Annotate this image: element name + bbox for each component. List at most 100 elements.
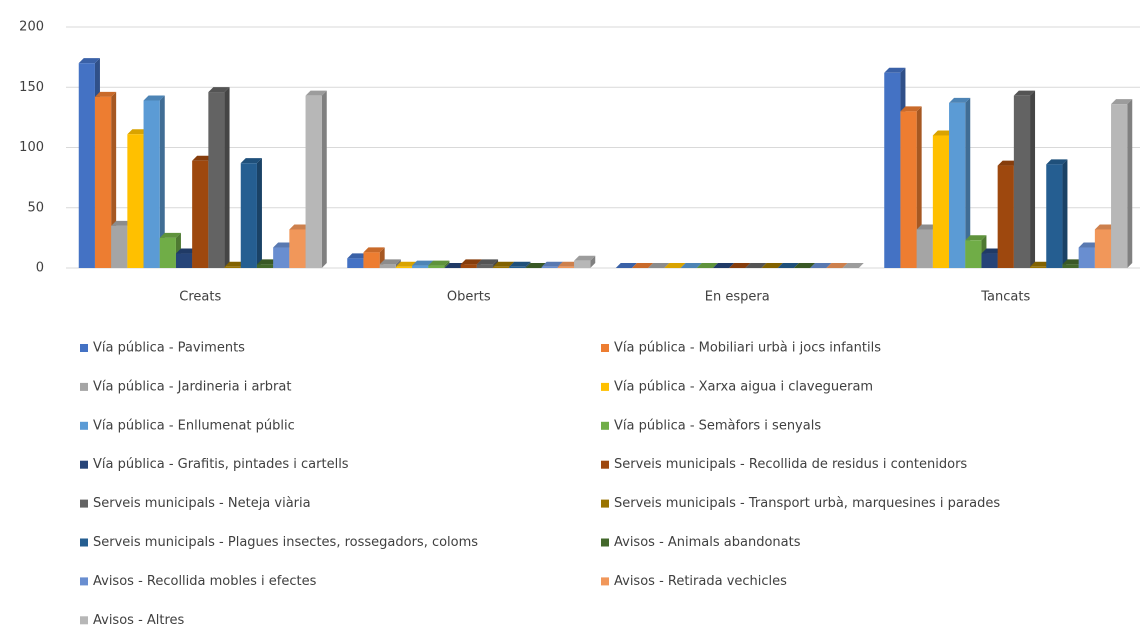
legend-label: Vía pública - Paviments <box>93 341 245 356</box>
legend-swatch <box>601 538 609 547</box>
bar <box>541 266 558 268</box>
bar-top <box>631 263 654 268</box>
bar <box>208 92 225 268</box>
legend-swatch <box>601 460 609 469</box>
bar-top <box>541 261 563 267</box>
bar <box>1111 104 1128 269</box>
y-tick-label: 150 <box>19 80 44 95</box>
bar-top <box>289 224 311 230</box>
legend-swatch <box>601 421 609 430</box>
bar <box>379 264 396 268</box>
bar <box>159 237 176 268</box>
bar-side <box>525 261 531 268</box>
bar-top <box>208 87 230 93</box>
legend-swatch <box>80 460 88 469</box>
bar <box>127 134 144 268</box>
bar-top <box>826 263 848 268</box>
bar <box>949 102 966 268</box>
bar <box>981 253 998 268</box>
legend-swatch <box>80 499 88 508</box>
y-tick-label: 200 <box>19 20 44 35</box>
bar <box>509 266 526 268</box>
bar-top <box>884 67 906 73</box>
x-tick-label: Oberts <box>447 290 491 305</box>
bar-top <box>224 261 246 267</box>
bar <box>1046 164 1063 268</box>
bar-top <box>648 263 670 268</box>
bar-top <box>1046 159 1068 165</box>
legend-label: Serveis municipals - Transport urbà, mar… <box>614 496 1000 511</box>
legend-label: Vía pública - Semàfors i senyals <box>614 418 821 433</box>
bar-top <box>493 261 515 267</box>
bar-top <box>1111 99 1133 105</box>
bar-top <box>574 255 596 261</box>
bar-top <box>1030 261 1052 267</box>
bar <box>900 111 917 268</box>
bar-top <box>525 263 547 268</box>
y-tick-label: 0 <box>36 261 44 276</box>
bar-top <box>428 260 450 266</box>
legend-swatch <box>80 538 88 547</box>
bar <box>224 266 241 268</box>
bar <box>192 160 209 268</box>
bar-top <box>273 242 295 248</box>
bar <box>94 96 112 268</box>
bar-top <box>842 263 864 268</box>
legend-label: Avisos - Recollida mobles i efectes <box>93 574 317 589</box>
bar <box>143 100 160 268</box>
bar-top <box>379 259 401 265</box>
legend-label: Serveis municipals - Plagues insectes, r… <box>93 535 478 550</box>
bar <box>1030 266 1047 268</box>
y-tick-label: 100 <box>19 140 44 155</box>
bar <box>932 135 950 268</box>
legend-label: Vía pública - Grafitis, pintades i carte… <box>93 457 349 472</box>
legend-swatch <box>601 344 609 352</box>
bar-top <box>240 158 262 164</box>
legend-swatch <box>601 382 609 391</box>
legend-swatch <box>80 382 88 391</box>
bar-side <box>1030 90 1036 268</box>
legend-swatch <box>601 499 609 508</box>
bar-side <box>1062 159 1068 268</box>
bar <box>256 264 274 268</box>
bar <box>78 63 95 269</box>
bar-top <box>509 261 531 267</box>
legend-swatch <box>80 421 88 430</box>
bar <box>965 240 982 268</box>
bar-side <box>1127 99 1133 269</box>
bar <box>428 265 445 268</box>
bar-top <box>1013 90 1036 96</box>
legend-label: Serveis municipals - Neteja viària <box>93 496 311 511</box>
bar <box>916 229 933 268</box>
legend-label: Avisos - Altres <box>93 613 185 628</box>
bar <box>997 165 1014 268</box>
bar-top <box>949 97 971 103</box>
legend-swatch <box>80 344 88 352</box>
bar-top <box>680 263 702 268</box>
bar-top <box>745 263 767 268</box>
bar-top <box>729 263 751 268</box>
x-tick-label: Creats <box>179 290 221 305</box>
bar <box>476 264 494 268</box>
legend-swatch <box>80 616 88 625</box>
y-tick-label: 50 <box>27 200 44 215</box>
legend-swatch <box>601 577 609 586</box>
bar-top <box>981 248 1003 254</box>
bar-top <box>1094 224 1117 230</box>
bar-top <box>916 224 938 230</box>
bar-top <box>557 261 580 267</box>
bar <box>175 253 193 268</box>
bar <box>412 265 429 268</box>
bar-top <box>712 263 735 268</box>
bar-top <box>159 232 181 238</box>
legend-label: Vía pública - Jardineria i arbrat <box>93 379 291 394</box>
bar <box>557 266 575 268</box>
legend-swatch <box>80 577 88 586</box>
bar-top <box>127 129 149 135</box>
bar-top <box>111 220 133 226</box>
bar <box>363 252 380 268</box>
legend-label: Vía pública - Xarxa aigua i clavegueram <box>614 379 873 394</box>
bar-side <box>159 95 165 268</box>
bar-top <box>900 106 922 112</box>
